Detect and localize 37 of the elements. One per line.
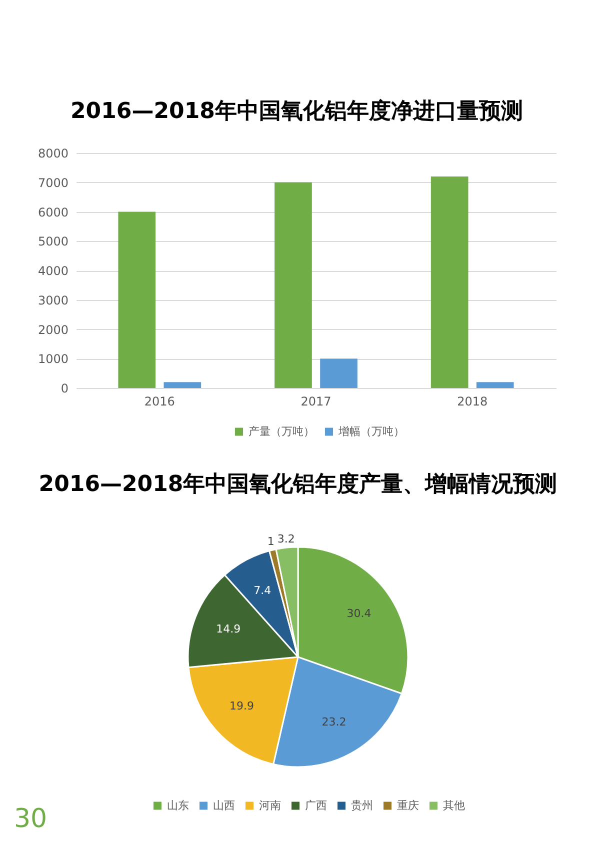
legend-label: 山西 xyxy=(213,798,235,812)
data-label: 30.4 xyxy=(346,606,372,620)
legend-label: 增幅（万吨） xyxy=(338,424,404,438)
legend-label: 产量（万吨） xyxy=(248,424,314,438)
x-tick-label: 2017 xyxy=(300,394,332,408)
legend-label: 贵州 xyxy=(351,798,373,812)
legend-label: 重庆 xyxy=(397,798,419,812)
bar xyxy=(430,176,468,388)
chart-title: 2016—2018年中国氧化铝年度净进口量预测 xyxy=(70,98,523,124)
data-label: 7.4 xyxy=(254,584,272,598)
bar xyxy=(164,382,202,388)
y-tick-label: 1000 xyxy=(38,352,68,366)
y-tick-label: 6000 xyxy=(38,205,68,220)
chart-title: 2016—2018年中国氧化铝年度产量、增幅情况预测 xyxy=(38,471,558,497)
data-label: 23.2 xyxy=(322,716,346,729)
y-tick-label: 3000 xyxy=(38,293,68,308)
data-label: 1 xyxy=(267,535,274,548)
y-tick-label: 8000 xyxy=(38,146,68,160)
y-tick-label: 0 xyxy=(60,382,68,396)
y-tick-label: 5000 xyxy=(38,234,68,249)
legend-label: 其他 xyxy=(443,798,465,812)
data-label: 3.2 xyxy=(277,532,295,546)
legend-label: 广西 xyxy=(305,798,327,812)
bar xyxy=(274,182,312,388)
bar xyxy=(320,358,358,388)
y-tick-label: 4000 xyxy=(38,264,68,278)
x-tick-label: 2016 xyxy=(144,394,175,408)
bar xyxy=(476,382,514,388)
bar xyxy=(118,212,156,388)
data-label: 14.9 xyxy=(216,622,241,636)
data-label: 19.9 xyxy=(229,699,254,712)
legend-label: 山东 xyxy=(167,798,189,812)
x-tick-label: 2018 xyxy=(457,394,488,408)
y-tick-label: 7000 xyxy=(38,176,68,190)
y-tick-label: 2000 xyxy=(38,322,68,337)
legend-label: 河南 xyxy=(259,798,281,812)
text: 30 xyxy=(14,804,48,834)
